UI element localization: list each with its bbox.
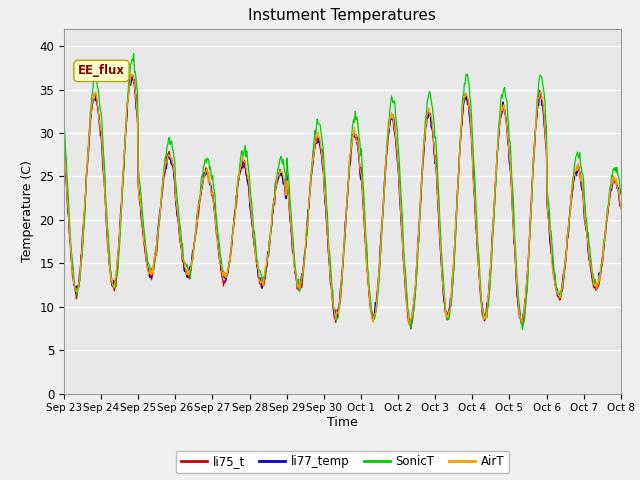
li77_temp [60,146,68,152]
AirT [412,281,419,287]
Title: Instument Temperatures: Instument Temperatures [248,9,436,24]
li77_temp [408,320,415,326]
X-axis label: Time: Time [327,416,358,429]
AirT [406,321,413,327]
SonicT [518,327,526,333]
SonicT [214,232,222,238]
li77_temp [412,282,419,288]
Legend: li75_t, li77_temp, SonicT, AirT: li75_t, li77_temp, SonicT, AirT [176,451,509,473]
li75_t [428,120,436,125]
li75_t [617,203,625,208]
li75_t [185,273,193,279]
SonicT [185,267,193,273]
li75_t [407,326,415,332]
AirT [60,141,68,147]
SonicT [70,277,78,283]
Text: EE_flux: EE_flux [78,64,125,77]
SonicT [428,97,435,103]
SonicT [617,191,625,197]
Line: li77_temp: li77_temp [64,77,621,323]
li77_temp [70,282,78,288]
SonicT [127,60,135,65]
li77_temp [214,245,222,251]
li75_t [214,243,222,249]
SonicT [60,120,68,126]
AirT [617,205,625,211]
AirT [185,272,193,278]
li75_t [127,72,135,78]
li77_temp [428,125,436,131]
AirT [428,116,436,122]
Line: li75_t: li75_t [64,75,621,329]
SonicT [411,297,419,302]
SonicT [130,51,138,57]
li77_temp [127,79,135,84]
Line: AirT: AirT [64,74,621,324]
li75_t [128,74,136,80]
AirT [127,71,135,77]
li77_temp [617,203,625,209]
li75_t [70,283,78,288]
li75_t [60,142,68,147]
Y-axis label: Temperature (C): Temperature (C) [21,160,34,262]
AirT [214,245,222,251]
Line: SonicT: SonicT [64,54,621,330]
AirT [128,73,136,79]
li77_temp [128,74,136,80]
li77_temp [185,270,193,276]
li75_t [412,284,419,290]
AirT [70,281,78,287]
